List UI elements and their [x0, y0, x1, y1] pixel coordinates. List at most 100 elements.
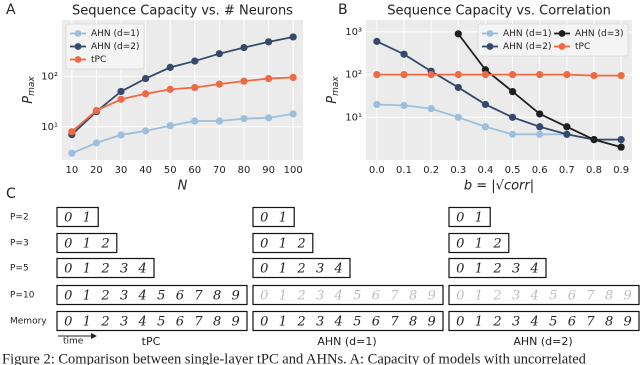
series-line	[71, 36, 294, 136]
y-tick-label: 10²	[345, 70, 362, 81]
y-axis-label: Pmax	[325, 76, 341, 104]
legend-label: AHN (d=1)	[503, 29, 552, 39]
x-tick-label: 90	[262, 165, 275, 176]
legend-label: tPC	[91, 55, 106, 65]
digit: 1	[83, 289, 91, 304]
sequence-box	[56, 310, 248, 332]
x-axis-label: N	[178, 179, 188, 194]
sequence-box	[448, 310, 640, 332]
row-label: P=10	[10, 291, 35, 301]
x-tick-label: 0.4	[477, 165, 493, 176]
x-tick-label: 40	[139, 165, 152, 176]
digit: 5	[353, 289, 361, 304]
digit: 2	[296, 262, 305, 277]
digit: 7	[586, 315, 595, 330]
data-point	[289, 73, 297, 81]
data-point	[373, 100, 381, 109]
digit: 8	[213, 315, 221, 330]
digit: 2	[296, 237, 305, 252]
x-tick-label: 0.2	[423, 165, 439, 176]
data-point	[536, 123, 544, 131]
data-point	[400, 101, 408, 109]
digit: 3	[512, 262, 520, 277]
plot-area	[373, 30, 625, 151]
y-axis-label: Pmax	[21, 76, 37, 104]
sequence-box	[448, 284, 640, 306]
x-tick-label: 80	[238, 165, 251, 176]
data-point	[240, 77, 248, 85]
data-point	[215, 80, 223, 88]
data-point	[563, 130, 571, 138]
digit: 1	[279, 315, 287, 330]
digit: 1	[279, 237, 287, 252]
x-tick-label: 60	[188, 165, 201, 176]
data-point	[264, 114, 273, 122]
digit: 2	[100, 262, 109, 277]
column-label: tPC	[142, 335, 161, 348]
digit: 2	[100, 237, 109, 252]
y-axis-label-sub: max	[331, 76, 341, 96]
x-tick-label: 0.0	[369, 165, 385, 176]
digit: 4	[530, 315, 539, 330]
digit: 5	[549, 315, 557, 330]
x-tick-label: 30	[115, 165, 128, 176]
digit: 3	[512, 315, 520, 330]
data-point	[508, 113, 517, 121]
data-point	[481, 123, 490, 131]
y-axis-label-main: P	[325, 96, 340, 104]
legend-label: AHN (d=1)	[91, 29, 140, 39]
data-point	[264, 74, 273, 83]
series-line	[71, 76, 294, 133]
data-point	[481, 100, 490, 109]
legend-marker	[74, 30, 82, 37]
data-point	[590, 71, 598, 80]
sequence-box	[252, 284, 444, 306]
sequence-box	[252, 257, 351, 279]
digit: 0	[456, 315, 464, 330]
data-point	[191, 117, 199, 125]
legend-label: AHN (d=3)	[575, 29, 624, 39]
digit: 4	[334, 289, 343, 304]
sequence-box	[252, 206, 295, 228]
y-tick-label: 10¹	[41, 122, 58, 133]
digit: 4	[530, 289, 539, 304]
digit: 8	[605, 315, 613, 330]
digit: 1	[83, 211, 91, 226]
digit: 6	[568, 315, 576, 330]
data-point	[454, 71, 462, 79]
x-tick-label: 50	[164, 165, 177, 176]
digit: 9	[624, 289, 632, 304]
digit: 0	[260, 315, 268, 330]
data-point	[617, 71, 625, 80]
legend-label: AHN (d=2)	[91, 42, 140, 52]
caption: Figure 2: Comparison between single-laye…	[2, 351, 587, 365]
data-point	[617, 136, 625, 144]
digit: 1	[279, 289, 287, 304]
data-point	[142, 74, 150, 83]
digit: 3	[316, 315, 324, 330]
digit: 0	[260, 211, 268, 226]
data-point	[92, 106, 101, 115]
data-point	[563, 123, 571, 131]
digit: 1	[83, 237, 91, 252]
data-point	[166, 85, 174, 93]
digit: 2	[296, 315, 305, 330]
data-point	[240, 115, 248, 123]
data-point	[454, 113, 462, 121]
data-point	[240, 43, 248, 52]
row-label: Memory	[10, 317, 47, 327]
sequence-box	[56, 232, 118, 254]
data-point	[117, 131, 125, 139]
y-tick-label: 10²	[41, 71, 58, 82]
digit: 9	[232, 289, 240, 304]
x-tick-label: 0.9	[613, 165, 629, 176]
digit: 4	[138, 289, 147, 304]
data-point	[508, 71, 517, 79]
digit: 4	[334, 315, 343, 330]
data-point	[68, 128, 76, 136]
digit: 0	[260, 262, 268, 277]
digit: 8	[409, 289, 417, 304]
digit: 9	[624, 315, 632, 330]
data-point	[264, 38, 273, 46]
digit: 3	[120, 315, 128, 330]
